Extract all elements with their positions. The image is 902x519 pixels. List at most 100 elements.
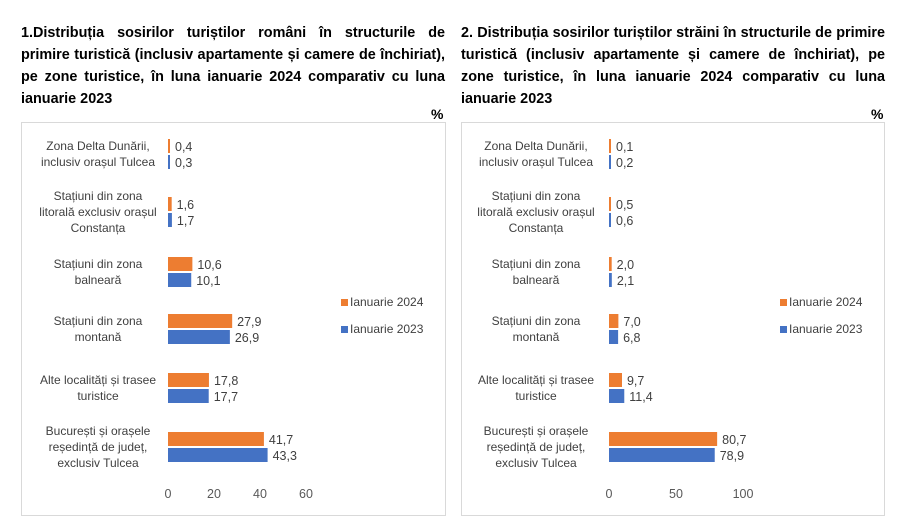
category-label: Zona Delta Dunării, [484, 139, 587, 153]
category-label: exclusiv Tulcea [57, 456, 139, 470]
bar-2024 [609, 373, 622, 387]
category-label: Stațiuni din zona [54, 314, 143, 328]
data-label: 17,7 [214, 390, 238, 404]
category-label: turistice [77, 389, 119, 403]
bar-2024 [609, 257, 612, 271]
category-label: Alte localități și trasee [40, 373, 156, 387]
data-label: 78,9 [720, 449, 744, 463]
data-label: 0,5 [616, 198, 633, 212]
bar-2024 [168, 314, 233, 328]
category-label: Zona Delta Dunării, [46, 139, 149, 153]
chart-2-title-line: 2. Distribuția sosirilor turiștilor stră… [461, 25, 885, 41]
data-label: 27,9 [237, 315, 261, 329]
tick-label: 0 [606, 487, 613, 501]
bar-2024 [609, 197, 611, 211]
chart-2-title: 2. Distribuția sosirilor turiștilor stră… [461, 22, 885, 110]
category-label: Stațiuni din zona [54, 189, 143, 203]
chart-2-frame [461, 122, 885, 516]
chart-2-unit: % [871, 106, 884, 122]
tick-label: 20 [207, 487, 221, 501]
data-label: 1,6 [177, 198, 194, 212]
data-label: 0,4 [175, 140, 192, 154]
category-label: București și orașele [46, 424, 151, 438]
bar-2024 [609, 139, 611, 153]
data-label: 7,0 [623, 315, 640, 329]
category-label: balneară [75, 273, 122, 287]
category-label: București și orașele [484, 424, 589, 438]
category-label: Constanța [509, 221, 564, 235]
data-label: 0,1 [616, 140, 633, 154]
category-label: turistice [515, 389, 557, 403]
bar-2023 [609, 273, 612, 287]
bar-2023 [168, 273, 192, 287]
bar-2023 [609, 448, 715, 462]
data-label: 2,0 [617, 258, 634, 272]
data-label: 80,7 [722, 433, 746, 447]
category-label: Alte localități și trasee [478, 373, 594, 387]
legend-label: Ianuarie 2023 [350, 322, 424, 336]
chart-1-unit: % [431, 106, 444, 122]
category-label: exclusiv Tulcea [495, 456, 577, 470]
data-label: 17,8 [214, 374, 238, 388]
category-label: montană [75, 330, 122, 344]
chart-1-title-line: 1.Distribuția sosirilor turiștilor român… [21, 25, 445, 41]
tick-label: 50 [669, 487, 683, 501]
bar-2024 [168, 257, 193, 271]
category-label: reședință de județ, [49, 440, 148, 454]
data-label: 10,6 [197, 258, 221, 272]
data-label: 1,7 [177, 214, 194, 228]
category-label: Stațiuni din zona [492, 314, 581, 328]
bar-2023 [609, 155, 611, 169]
data-label: 2,1 [617, 274, 634, 288]
data-label: 0,6 [616, 214, 633, 228]
chart-1-title-line: primire turistică (inclusiv apartamente … [21, 47, 445, 63]
bar-2023 [609, 330, 619, 344]
data-label: 10,1 [196, 274, 220, 288]
legend-swatch [341, 299, 348, 306]
category-label: Constanța [71, 221, 126, 235]
legend-label: Ianuarie 2024 [350, 295, 424, 309]
legend-swatch [780, 299, 787, 306]
legend-label: Ianuarie 2023 [789, 322, 863, 336]
legend-swatch [780, 326, 787, 333]
bar-2023 [168, 155, 170, 169]
bar-2024 [609, 432, 718, 446]
category-label: Stațiuni din zona [492, 189, 581, 203]
category-label: montană [513, 330, 560, 344]
bar-2023 [168, 213, 172, 227]
chart-1-title-line: pe zone turistice, în luna ianuarie 2024… [21, 69, 445, 85]
tick-label: 60 [299, 487, 313, 501]
chart-1-frame [21, 122, 446, 516]
data-label: 11,4 [629, 390, 652, 404]
chart-2-title-line: turistică (inclusiv apartamente și camer… [461, 47, 885, 63]
bar-2023 [609, 213, 611, 227]
tick-label: 0 [165, 487, 172, 501]
data-label: 26,9 [235, 331, 259, 345]
category-label: inclusiv orașul Tulcea [479, 155, 593, 169]
bar-2023 [609, 389, 625, 403]
data-label: 0,3 [175, 156, 192, 170]
bar-2024 [168, 373, 209, 387]
data-label: 6,8 [623, 331, 640, 345]
chart-2-title-line: zone turistice, în luna ianuarie 2024 co… [461, 69, 885, 85]
chart-1-title: 1.Distribuția sosirilor turiștilor român… [21, 22, 445, 110]
chart-1-plot: Zona Delta Dunării, inclusiv orașul Tulce… [39, 139, 424, 501]
chart-2-title-line: ianuarie 2023 [461, 91, 553, 107]
tick-label: 100 [733, 487, 754, 501]
bar-2024 [609, 314, 619, 328]
category-label: litorală exclusiv orașul [477, 205, 594, 219]
legend-label: Ianuarie 2024 [789, 295, 863, 309]
tick-label: 40 [253, 487, 267, 501]
data-label: 9,7 [627, 374, 644, 388]
data-label: 41,7 [269, 433, 293, 447]
category-label: inclusiv orașul Tulcea [41, 155, 155, 169]
category-label: Stațiuni din zona [492, 257, 581, 271]
bar-2023 [168, 330, 230, 344]
category-label: litorală exclusiv orașul [39, 205, 156, 219]
category-label: balneară [513, 273, 560, 287]
chart-2-plot: Zona Delta Dunării, inclusiv orașul Tulce… [477, 139, 863, 501]
bar-2024 [168, 197, 172, 211]
data-label: 43,3 [273, 449, 297, 463]
category-label: reședință de județ, [487, 440, 586, 454]
bar-2024 [168, 432, 264, 446]
